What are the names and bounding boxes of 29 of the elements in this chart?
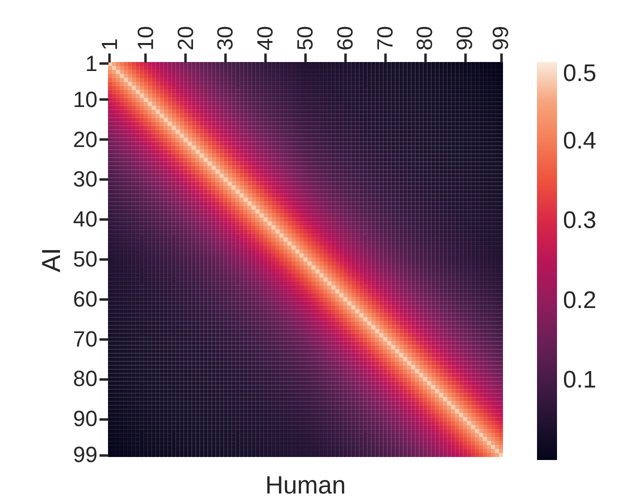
y-tick-label: 60: [73, 286, 98, 312]
y-tick-label: 80: [73, 366, 98, 392]
y-axis-title: AI: [36, 248, 66, 272]
y-tick-label: 99: [73, 442, 98, 468]
color-bar-label: 0.5: [563, 60, 596, 87]
x-axis-title: Human: [265, 472, 346, 496]
x-tick-label: 30: [212, 26, 238, 50]
color-bar-label: 0.2: [563, 286, 596, 314]
x-tick-label: 20: [172, 26, 198, 50]
x-tick-label: 80: [412, 26, 438, 50]
x-tick-label: 60: [332, 26, 358, 50]
x-tick-label: 1: [96, 38, 122, 50]
y-tick-label: 70: [73, 326, 98, 352]
y-tick-label: 50: [73, 246, 98, 272]
y-tick-label: 30: [73, 166, 98, 192]
color-bar-label: 0.3: [563, 207, 596, 234]
y-tick-label: 90: [73, 406, 98, 432]
x-tick-label: 40: [252, 26, 278, 50]
color-bar-label: 0.1: [563, 366, 596, 394]
x-tick-label: 90: [452, 26, 478, 50]
color-bar-label: 0.4: [563, 128, 596, 155]
x-tick-label: 70: [372, 26, 398, 50]
y-tick-label: 10: [73, 86, 98, 112]
x-tick-label: 99: [488, 26, 514, 50]
x-tick-label: 10: [132, 26, 158, 50]
y-tick-label: 1: [85, 50, 98, 76]
y-tick-label: 20: [73, 126, 98, 152]
x-tick-label: 50: [292, 26, 318, 50]
y-tick-label: 40: [73, 206, 98, 232]
